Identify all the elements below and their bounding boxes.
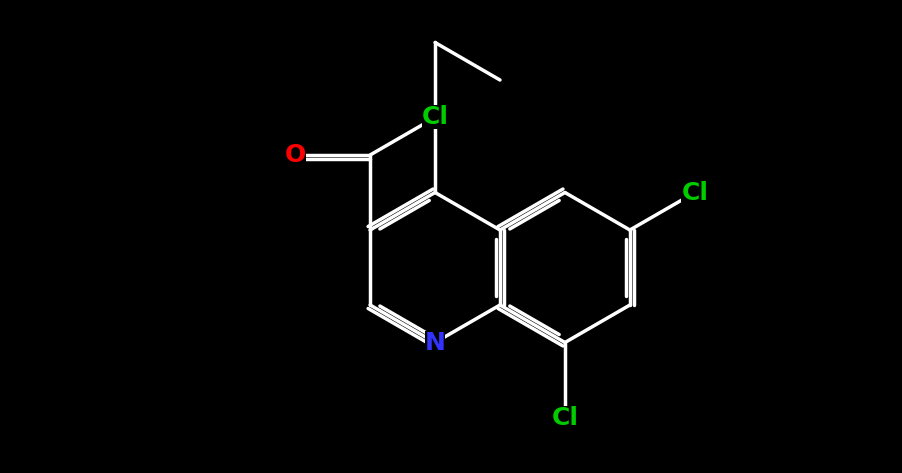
Text: O: O xyxy=(284,143,306,167)
Text: Cl: Cl xyxy=(681,181,708,204)
Text: O: O xyxy=(425,105,446,130)
Text: Cl: Cl xyxy=(421,105,448,130)
Text: N: N xyxy=(425,331,446,354)
Text: Cl: Cl xyxy=(551,405,578,429)
